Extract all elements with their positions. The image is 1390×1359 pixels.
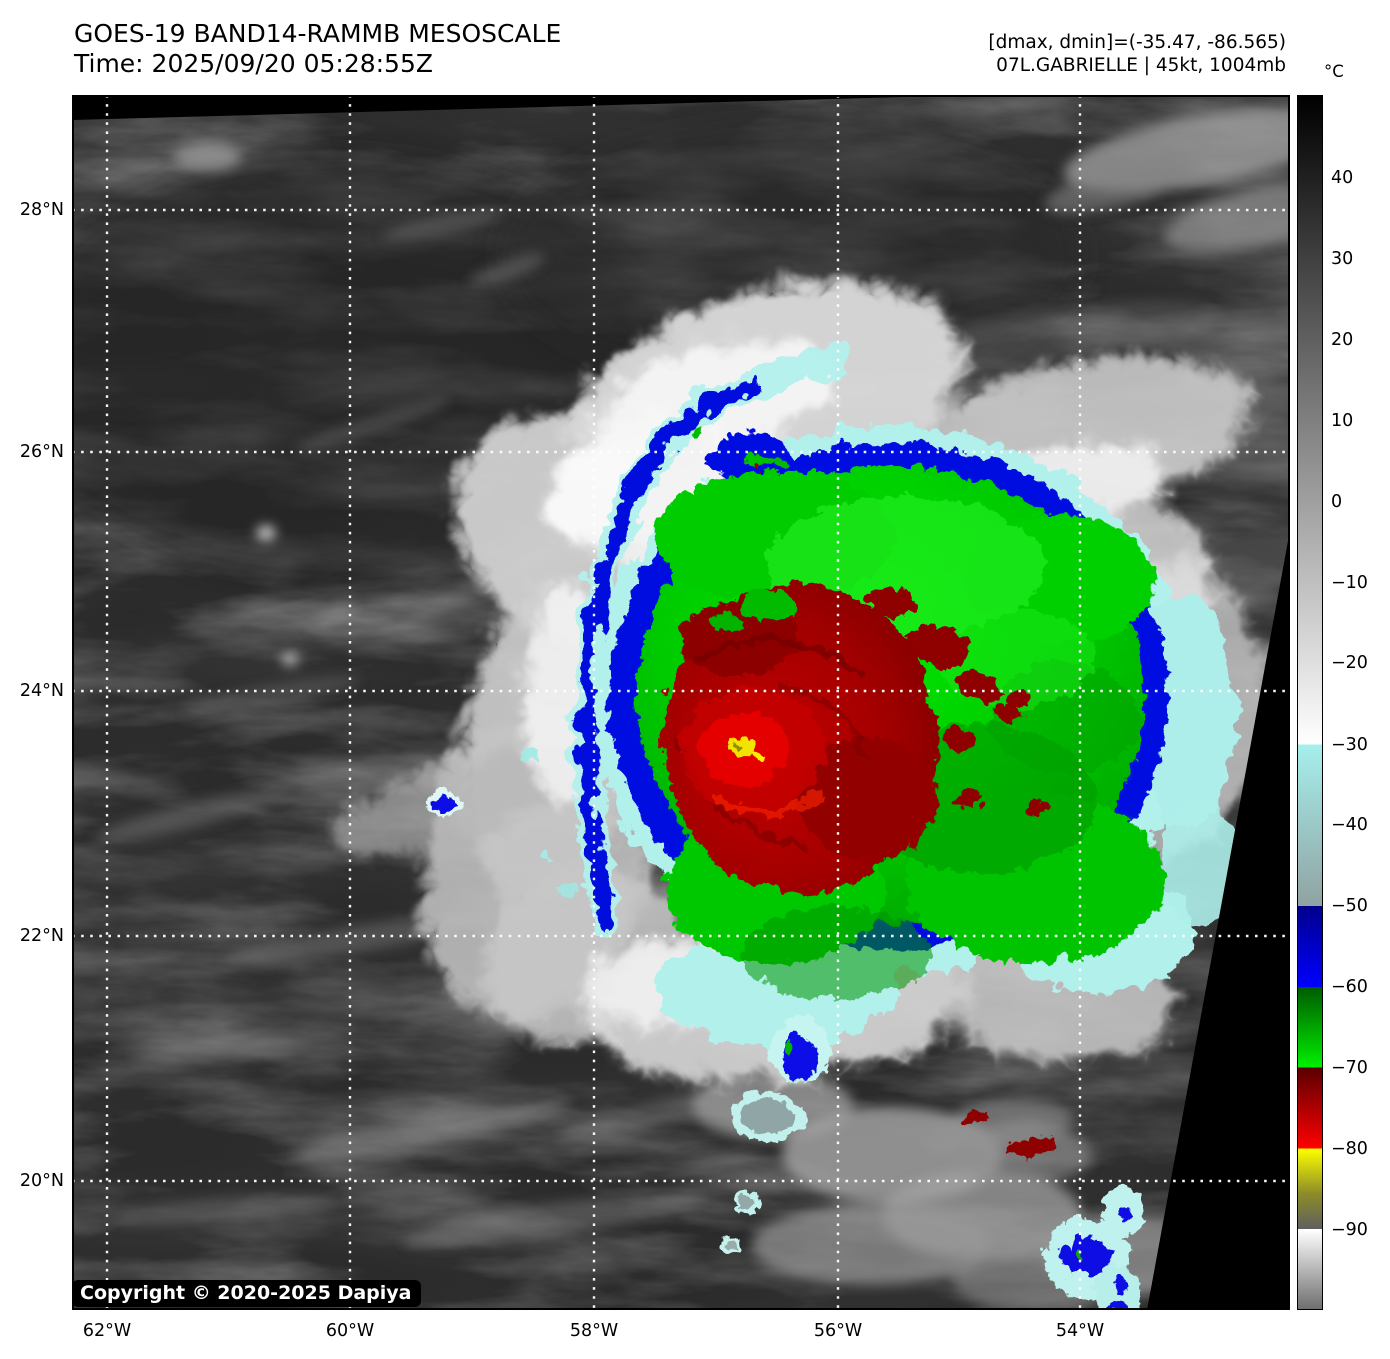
latitude-tick-label: 28°N [19,200,64,220]
colorbar-tick-label: −50 [1331,896,1368,917]
colorbar-tick-label: −10 [1331,572,1368,593]
outlying-convection [420,423,1140,1310]
colorbar-tick-label: 20 [1331,329,1354,350]
outer-band-arc [566,342,847,928]
colorbar-tick-label: −80 [1331,1139,1368,1160]
latitude-tick-label: 24°N [19,681,64,701]
longitude-tick-label: 56°W [813,1321,863,1341]
longitude-tick-label: 62°W [82,1321,132,1341]
dmax-dmin-readout: [dmax, dmin]=(-35.47, -86.565) [988,32,1286,53]
satellite-image [72,95,1290,1310]
colorbar-tick-label: 30 [1331,248,1354,269]
timestamp: Time: 2025/09/20 05:28:55Z [74,49,433,78]
latitude-tick-label: 26°N [19,442,64,462]
latitude-tick-label: 20°N [19,1171,64,1191]
latitude-tick-label: 22°N [19,926,64,946]
map-frame [72,95,1290,1310]
colorbar-tick-label: −40 [1331,815,1368,836]
colorbar-tick-label: −60 [1331,977,1368,998]
longitude-tick-label: 60°W [325,1321,375,1341]
storm-cold-core [660,580,934,890]
latlon-grid [72,95,1290,1310]
colorbar-tick-label: −30 [1331,734,1368,755]
colorbar-unit-label: °C [1324,62,1344,81]
colorbar-tick-label: 0 [1331,491,1343,512]
colorbar-tick-label: −70 [1331,1058,1368,1079]
colorbar-tick-label: 10 [1331,410,1354,431]
longitude-tick-label: 54°W [1055,1321,1105,1341]
page-title: GOES-19 BAND14-RAMMB MESOSCALE [74,19,562,48]
satellite-map [72,95,1290,1310]
longitude-tick-label: 58°W [569,1321,619,1341]
copyright-badge: Copyright © 2020-2025 Dapiya [72,1280,422,1307]
temperature-colorbar [1297,95,1323,1310]
colorbar-tick-label: −90 [1331,1220,1368,1241]
colorbar-tick-label: 40 [1331,167,1354,188]
cloud-field [72,95,1290,1310]
storm-info: 07L.GABRIELLE | 45kt, 1004mb [996,55,1286,76]
colorbar-tick-label: −20 [1331,653,1368,674]
